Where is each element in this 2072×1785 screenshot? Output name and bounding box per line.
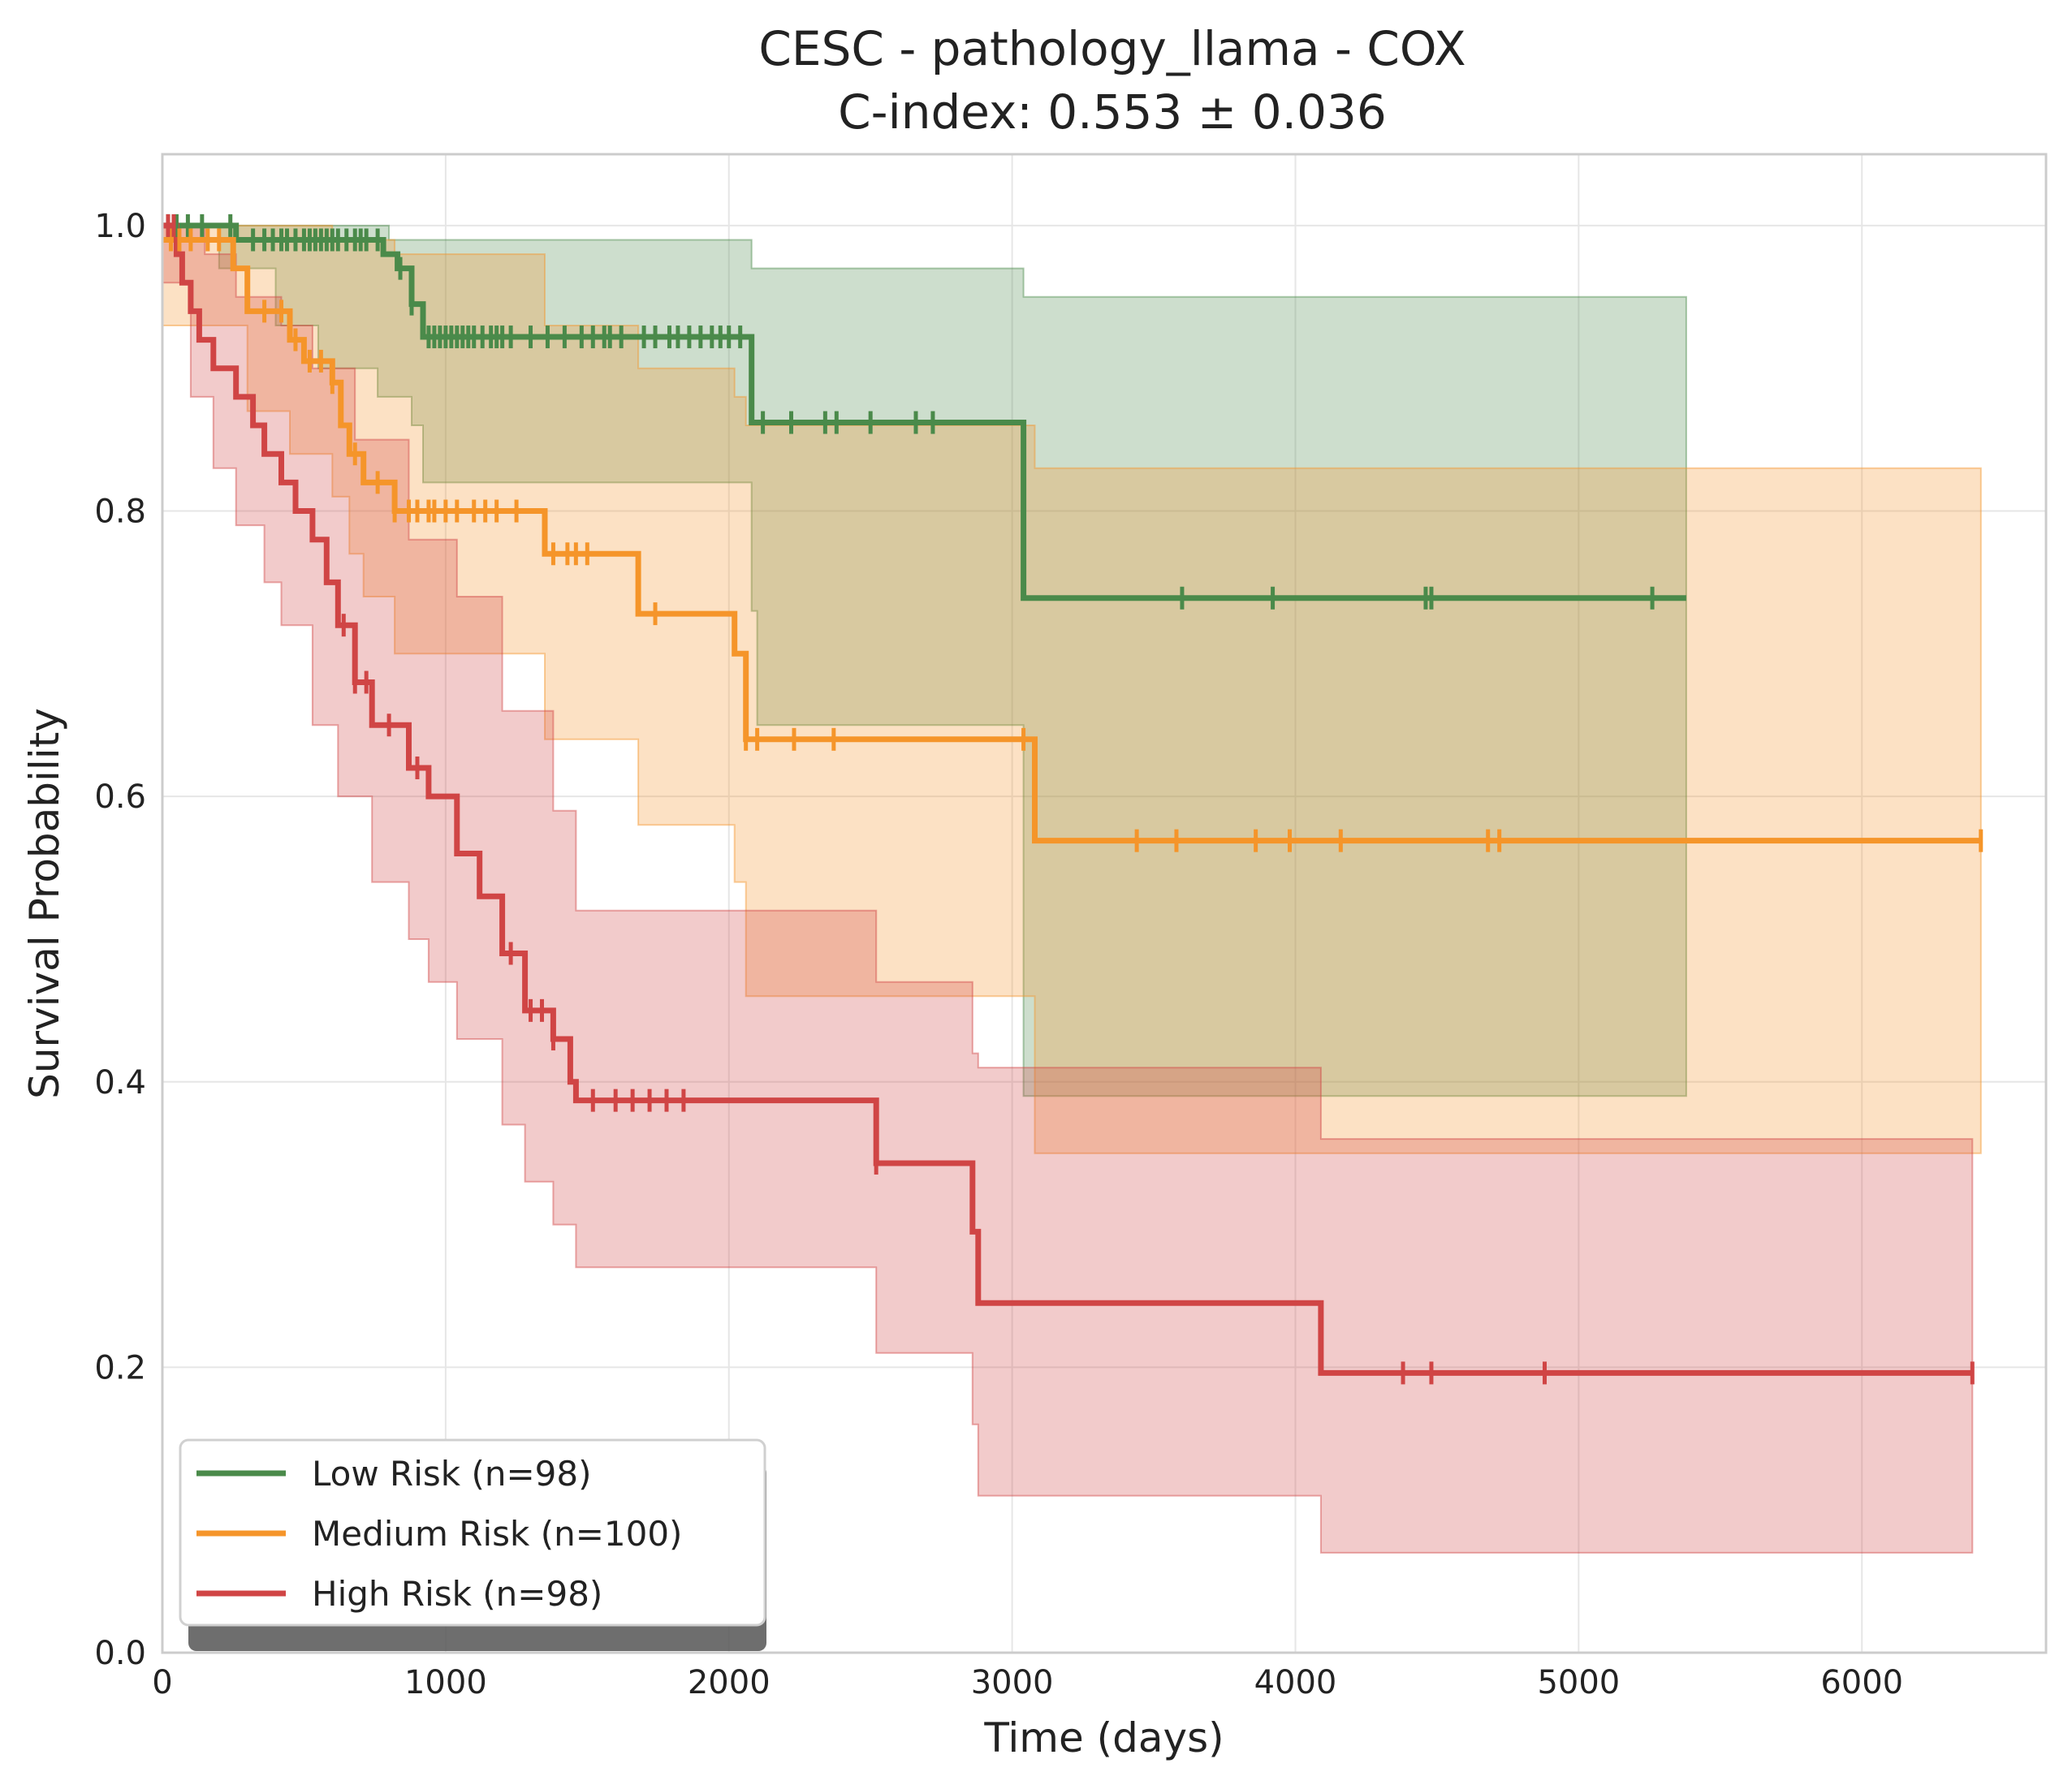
x-tick-label: 1000 [404, 1664, 487, 1701]
chart-title-line-2: C-index: 0.553 ± 0.036 [838, 84, 1387, 140]
y-tick-label: 0.2 [94, 1349, 146, 1386]
x-axis-ticks: 0 1000 2000 3000 4000 5000 6000 [152, 1664, 1903, 1701]
y-tick-label: 0.0 [94, 1635, 146, 1672]
y-tick-label: 0.4 [94, 1064, 146, 1102]
confidence-bands [162, 224, 1982, 1554]
x-axis-label: Time (days) [983, 1714, 1224, 1761]
chart-title-line-1: CESC - pathology_llama - COX [758, 21, 1466, 76]
plot-area [162, 154, 2046, 1653]
y-axis-label: Survival Probability [21, 708, 68, 1099]
legend-label-medium-risk: Medium Risk (n=100) [312, 1514, 682, 1554]
legend: Low Risk (n=98) Medium Risk (n=100) High R… [179, 1438, 766, 1651]
x-tick-label: 6000 [1820, 1664, 1903, 1701]
legend-label-low-risk: Low Risk (n=98) [312, 1454, 592, 1494]
legend-box [179, 1438, 766, 1627]
x-tick-label: 4000 [1254, 1664, 1337, 1701]
x-tick-label: 5000 [1537, 1664, 1620, 1701]
y-tick-label: 0.6 [94, 778, 146, 816]
y-axis-ticks: 0.0 0.2 0.4 0.6 0.8 1.0 [94, 208, 146, 1672]
plot-frame [161, 153, 2048, 1654]
x-tick-label: 2000 [688, 1664, 771, 1701]
censor-marks [166, 213, 1984, 1385]
low-risk-confidence-band [162, 224, 1687, 1097]
y-tick-label: 1.0 [94, 208, 146, 245]
legend-label-high-risk: High Risk (n=98) [312, 1574, 602, 1614]
high-risk-curve [162, 222, 1973, 1376]
x-tick-label: 0 [152, 1664, 172, 1701]
x-tick-label: 3000 [971, 1664, 1054, 1701]
y-tick-label: 0.8 [94, 494, 146, 531]
medium-risk-confidence-band [162, 224, 1982, 1154]
